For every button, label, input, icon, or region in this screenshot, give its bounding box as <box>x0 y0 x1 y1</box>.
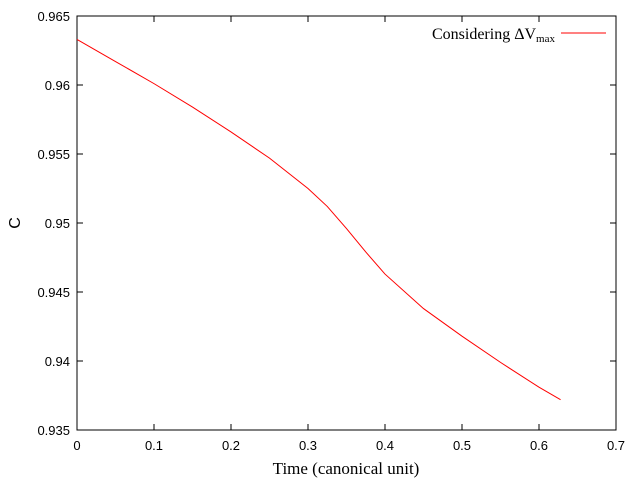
legend-label-subscript: max <box>536 33 555 45</box>
x-tick-label: 0.3 <box>299 438 317 453</box>
y-axis-ticks: 0.935 0.94 0.945 0.95 0.955 0.96 0.965 <box>37 9 616 438</box>
y-tick-label: 0.94 <box>45 354 70 369</box>
x-tick-label: 0.6 <box>530 438 548 453</box>
x-tick-label: 0.5 <box>453 438 471 453</box>
x-tick-label: 0.1 <box>145 438 163 453</box>
legend-label: Considering ΔVmax <box>432 26 556 45</box>
legend: Considering ΔVmax <box>432 26 606 45</box>
legend-label-main: Considering ΔV <box>432 26 537 43</box>
x-tick-label: 0.2 <box>222 438 240 453</box>
y-axis-title: C <box>7 217 24 229</box>
y-tick-label: 0.945 <box>37 285 70 300</box>
x-tick-label: 0.7 <box>607 438 625 453</box>
x-tick-label: 0.4 <box>376 438 394 453</box>
x-axis-title: Time (canonical unit) <box>273 459 420 478</box>
y-tick-label: 0.96 <box>45 78 70 93</box>
x-axis-ticks: 0 0.1 0.2 0.3 0.4 0.5 0.6 0.7 <box>73 16 625 453</box>
y-tick-label: 0.955 <box>37 147 70 162</box>
y-tick-label: 0.935 <box>37 423 70 438</box>
plot-area-frame <box>76 15 617 431</box>
x-tick-label: 0 <box>73 438 80 453</box>
y-tick-label: 0.95 <box>45 216 70 231</box>
y-tick-label: 0.965 <box>37 9 70 24</box>
series-line-considering-dvmax <box>76 39 561 401</box>
